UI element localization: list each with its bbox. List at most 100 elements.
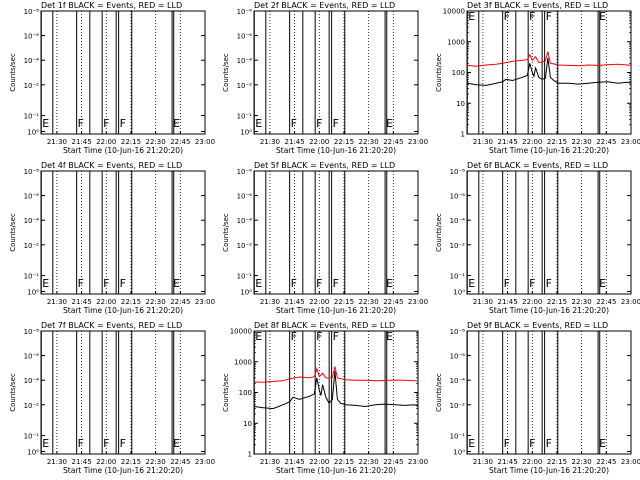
band-marker-label: F [504, 277, 510, 290]
y-tick-label: 10⁻⁴ [237, 217, 253, 225]
x-tick-label: 22:30 [359, 298, 379, 306]
x-tick-label: 22:45 [383, 458, 403, 466]
y-tick-label: 1000 [234, 358, 252, 366]
band-marker-label: F [103, 437, 109, 450]
band-marker-label: F [333, 117, 339, 130]
y-tick-label: 10⁻⁴ [24, 377, 40, 385]
events-series-line [254, 370, 419, 410]
band-marker-label: E [599, 437, 606, 450]
x-tick-label: 22:30 [572, 138, 592, 146]
y-tick-label: 10⁻¹ [24, 433, 40, 441]
y-tick-label: 10⁻² [24, 402, 40, 410]
panel-title: Det 8f BLACK = Events, RED = LLD [254, 321, 395, 330]
lld-series-line [254, 366, 419, 383]
x-axis-label: Start Time (10-Jun-16 21:20:20) [63, 306, 183, 315]
detector-panel-3: Det 3f BLACK = Events, RED = LLD 21:30 21:… [435, 1, 640, 155]
y-tick-label: 10⁻⁶ [237, 33, 253, 41]
y-tick-label: 10⁻⁶ [24, 193, 40, 201]
x-tick-label: 22:45 [170, 458, 190, 466]
y-tick-label: 100 [239, 389, 252, 397]
x-tick-label: 22:15 [547, 138, 567, 146]
band-marker-label: E [599, 277, 606, 290]
x-axis-label: Start Time (10-Jun-16 21:20:20) [63, 146, 183, 155]
y-tick-label: 10⁰ [27, 289, 39, 297]
y-tick-label: 10⁻⁸ [237, 168, 253, 176]
detector-panel-1: Det 1f BLACK = Events, RED = LLD 21:30 21:… [9, 1, 215, 155]
x-tick-label: 21:45 [71, 458, 91, 466]
y-tick-label: 1 [248, 451, 252, 459]
detector-panel-6: Det 6f BLACK = Events, RED = LLD 21:30 21:… [435, 161, 640, 315]
panel-title: Det 4f BLACK = Events, RED = LLD [41, 161, 182, 170]
x-tick-label: 23:00 [408, 458, 428, 466]
x-tick-label: 21:45 [284, 138, 304, 146]
x-tick-label: 22:00 [309, 458, 329, 466]
x-tick-label: 22:30 [146, 458, 166, 466]
x-tick-label: 23:00 [195, 458, 215, 466]
x-tick-label: 21:45 [284, 458, 304, 466]
x-tick-label: 21:45 [497, 458, 517, 466]
x-tick-label: 23:00 [621, 458, 640, 466]
band-marker-label: F [316, 330, 322, 343]
y-tick-label: 10⁻² [24, 82, 40, 90]
y-tick-label: 10⁻⁶ [24, 353, 40, 361]
x-tick-label: 23:00 [621, 298, 640, 306]
x-axis-label: Start Time (10-Jun-16 21:20:20) [63, 466, 183, 475]
y-tick-label: 10000 [443, 8, 465, 16]
x-tick-label: 22:00 [309, 298, 329, 306]
band-marker-label: F [504, 437, 510, 450]
x-tick-label: 22:45 [383, 298, 403, 306]
band-marker-label: F [529, 437, 535, 450]
x-tick-label: 21:30 [473, 458, 493, 466]
x-axis-label: Start Time (10-Jun-16 21:20:20) [489, 466, 609, 475]
x-tick-label: 22:00 [522, 458, 542, 466]
band-marker-label: F [120, 437, 126, 450]
y-tick-label: 10 [243, 420, 252, 428]
x-axis-label: Start Time (10-Jun-16 21:20:20) [489, 306, 609, 315]
y-tick-label: 10⁻¹ [24, 273, 40, 281]
x-tick-label: 22:15 [121, 458, 141, 466]
band-marker-label: E [173, 277, 180, 290]
band-marker-label: F [78, 437, 84, 450]
x-tick-label: 23:00 [195, 298, 215, 306]
y-axis-label: Counts/sec [435, 373, 443, 412]
x-tick-label: 21:30 [260, 138, 280, 146]
x-tick-label: 22:15 [121, 298, 141, 306]
y-tick-label: 10⁻⁴ [24, 217, 40, 225]
detector-panel-7: Det 7f BLACK = Events, RED = LLD 21:30 21:… [9, 321, 215, 475]
x-tick-label: 22:45 [596, 298, 616, 306]
y-tick-label: 10⁰ [27, 129, 39, 137]
panel-title: Det 5f BLACK = Events, RED = LLD [254, 161, 395, 170]
band-marker-label: F [291, 277, 297, 290]
y-tick-label: 1000 [447, 38, 465, 46]
band-marker-label: F [333, 277, 339, 290]
y-tick-label: 10⁻¹ [450, 433, 466, 441]
events-series-line [467, 57, 632, 86]
detector-panel-9: Det 9f BLACK = Events, RED = LLD 21:30 21:… [435, 321, 640, 475]
x-tick-label: 21:45 [497, 298, 517, 306]
band-marker-label: F [316, 117, 322, 130]
x-tick-label: 22:30 [359, 458, 379, 466]
y-tick-label: 10⁻² [450, 242, 466, 250]
x-tick-label: 21:45 [284, 298, 304, 306]
detector-panel-4: Det 4f BLACK = Events, RED = LLD 21:30 21:… [9, 161, 215, 315]
x-tick-label: 22:00 [309, 138, 329, 146]
x-tick-label: 21:30 [260, 298, 280, 306]
x-tick-label: 22:30 [572, 298, 592, 306]
band-marker-label: E [173, 437, 180, 450]
detector-panel-5: Det 5f BLACK = Events, RED = LLD 21:30 21:… [222, 161, 428, 315]
y-tick-label: 10⁻⁶ [24, 33, 40, 41]
band-marker-label: E [386, 330, 393, 343]
band-marker-label: F [529, 10, 535, 23]
band-marker-label: E [42, 117, 49, 130]
x-tick-label: 22:30 [359, 138, 379, 146]
x-tick-label: 21:30 [47, 138, 67, 146]
y-axis-label: Counts/sec [222, 53, 230, 92]
x-tick-label: 22:00 [96, 298, 116, 306]
x-tick-label: 22:00 [96, 458, 116, 466]
band-marker-label: F [103, 117, 109, 130]
x-tick-label: 22:00 [522, 298, 542, 306]
y-tick-label: 10⁻⁸ [24, 8, 40, 16]
x-tick-label: 22:30 [146, 138, 166, 146]
y-tick-label: 10 [456, 100, 465, 108]
y-tick-label: 10⁰ [453, 449, 465, 457]
